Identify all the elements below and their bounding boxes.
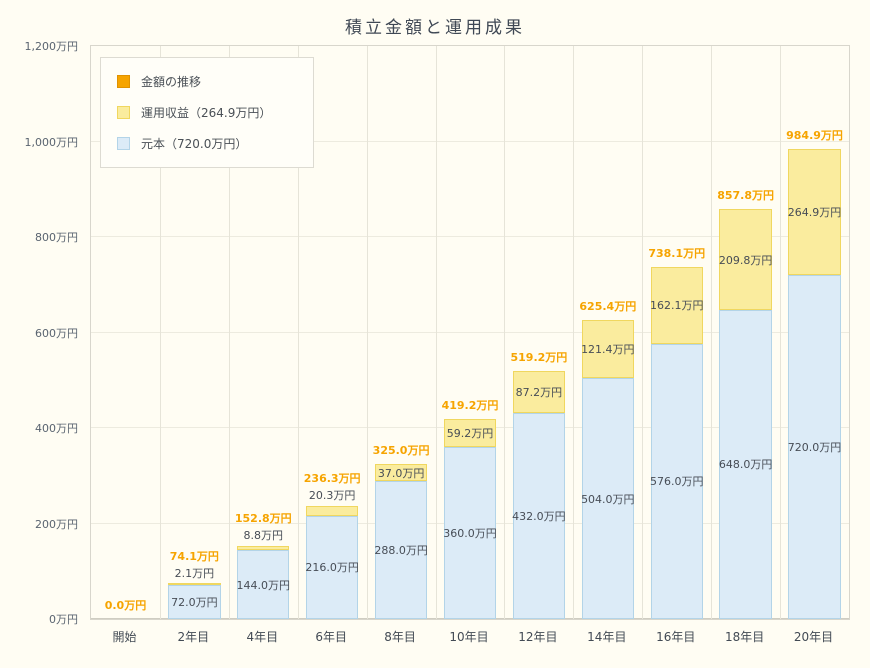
x-axis-label: 8年目: [384, 630, 416, 644]
bar-principal[interactable]: [305, 515, 359, 619]
v-gridline: [711, 46, 713, 619]
bar-principal[interactable]: [788, 275, 841, 619]
total-value-label: 984.9万円: [786, 128, 843, 142]
returns-value-label: 121.4万円: [581, 343, 635, 357]
principal-value-label: 216.0万円: [305, 561, 359, 575]
legend-item-total[interactable]: 金額の推移: [117, 73, 297, 90]
plot-area: 0.0万円 72.0万円 2.1万円 74.1万円 144.0万円 8.8万円 152.8万…: [90, 45, 850, 620]
total-value-label: 152.8万円: [234, 512, 292, 526]
total-value-label: 236.3万円: [303, 472, 361, 486]
bar-returns[interactable]: [305, 506, 359, 516]
v-gridline: [297, 46, 299, 619]
x-axis-label: 18年目: [724, 630, 765, 644]
x-axis-label: 12年目: [518, 630, 558, 644]
legend: 金額の推移運用収益（264.9万円） 元本（720.0万円）: [100, 57, 314, 168]
principal-value-label: 72.0万円: [171, 595, 218, 609]
total-value-label: 419.2万円: [441, 398, 499, 412]
h-gridline: [91, 331, 849, 333]
legend-label-total: 金額の推移: [141, 75, 202, 89]
bar-principal[interactable]: [237, 550, 290, 619]
total-value-label: 519.2万円: [510, 351, 568, 365]
total-value-label: 857.8万円: [717, 189, 775, 203]
y-axis-label: 800万円: [35, 231, 78, 244]
bar-principal[interactable]: [581, 378, 634, 619]
legend-item-principal[interactable]: 元本（720.0万円）: [117, 135, 297, 152]
bar-returns[interactable]: [512, 371, 566, 413]
principal-value-label: 504.0万円: [581, 492, 635, 506]
v-gridline: [159, 46, 161, 619]
v-gridline: [366, 46, 368, 619]
v-gridline: [435, 46, 437, 619]
principal-value-label: 144.0万円: [236, 578, 291, 592]
y-axis-label: 1,200万円: [24, 40, 79, 53]
bar-returns[interactable]: [237, 546, 290, 551]
x-axis-label: 6年目: [315, 630, 347, 644]
y-axis-label: 1,000万円: [24, 135, 79, 149]
legend-swatch-returns: [117, 106, 130, 119]
x-axis-label: 16年目: [656, 630, 696, 644]
legend-item-returns[interactable]: 運用収益（264.9万円）: [117, 104, 297, 121]
chart-title: 積立金額と運用成果: [345, 18, 525, 38]
returns-value-label: 209.8万円: [718, 253, 773, 267]
legend-label-returns: 運用収益（264.9万円）: [141, 106, 272, 120]
principal-value-label: 432.0万円: [512, 509, 566, 523]
y-axis-label: 200万円: [35, 517, 78, 531]
x-axis-label: 4年目: [246, 630, 279, 644]
bar-returns[interactable]: [581, 320, 634, 379]
returns-value-label: 162.1万円: [649, 299, 704, 313]
bar-returns[interactable]: [443, 418, 497, 448]
bar-returns[interactable]: [650, 266, 703, 344]
total-value-label: 625.4万円: [579, 300, 637, 314]
y-axis-label: 0万円: [49, 613, 78, 626]
x-axis: 開始 2年目 4年目 6年目 8年目 10年目 12年目 14年目 16年目 18年目 20年目: [90, 622, 850, 648]
returns-value-label: 37.0万円: [377, 466, 425, 480]
principal-value-label: 360.0万円: [443, 527, 497, 541]
bar-principal[interactable]: [374, 481, 428, 619]
total-value-label: 0.0万円: [104, 599, 147, 612]
legend-swatch-total: [117, 75, 130, 88]
bar-returns[interactable]: [168, 582, 221, 585]
legend-label-principal: 元本（720.0万円）: [141, 137, 248, 151]
returns-value-label: 59.2万円: [446, 426, 494, 440]
principal-value-label: 288.0万円: [374, 544, 428, 558]
bar-principal[interactable]: [168, 584, 221, 619]
bar-returns[interactable]: [374, 463, 428, 482]
v-gridline: [573, 46, 575, 619]
v-gridline: [228, 46, 230, 619]
y-axis: 0万円 200万円 400万円 600万円 800万円 1,000万円 1,200万円: [0, 40, 84, 626]
returns-value-label: 2.1万円: [174, 566, 215, 580]
returns-value-label: 87.2万円: [515, 385, 563, 399]
total-value-label: 738.1万円: [648, 246, 706, 260]
x-axis-label: 10年目: [449, 630, 489, 644]
x-axis-label: 2年目: [177, 630, 210, 644]
x-axis-label: 14年目: [587, 630, 627, 644]
bar-returns[interactable]: [719, 209, 772, 310]
bar-principal[interactable]: [650, 343, 703, 619]
h-gridline: [91, 140, 849, 142]
total-value-label: 325.0万円: [372, 443, 430, 457]
v-gridline: [642, 46, 644, 619]
total-value-label: 74.1万円: [169, 549, 219, 563]
legend-swatch-principal: [117, 137, 130, 150]
principal-value-label: 576.0万円: [649, 475, 704, 489]
h-gridline: [91, 236, 849, 237]
returns-value-label: 264.9万円: [787, 205, 842, 219]
bar-principal[interactable]: [443, 447, 497, 619]
bar-returns[interactable]: [788, 148, 841, 276]
y-axis-label: 600万円: [35, 326, 78, 340]
x-axis-label: 開始: [112, 630, 137, 644]
principal-value-label: 720.0万円: [787, 441, 842, 455]
principal-value-label: 648.0万円: [718, 458, 773, 472]
returns-value-label: 20.3万円: [308, 489, 356, 503]
bar-principal[interactable]: [512, 412, 566, 619]
x-axis-label: 20年目: [793, 630, 834, 644]
v-gridline: [504, 46, 506, 619]
v-gridline: [780, 46, 782, 619]
bar-principal[interactable]: [719, 309, 772, 619]
returns-value-label: 8.8万円: [243, 529, 284, 543]
y-axis-label: 400万円: [35, 422, 78, 435]
